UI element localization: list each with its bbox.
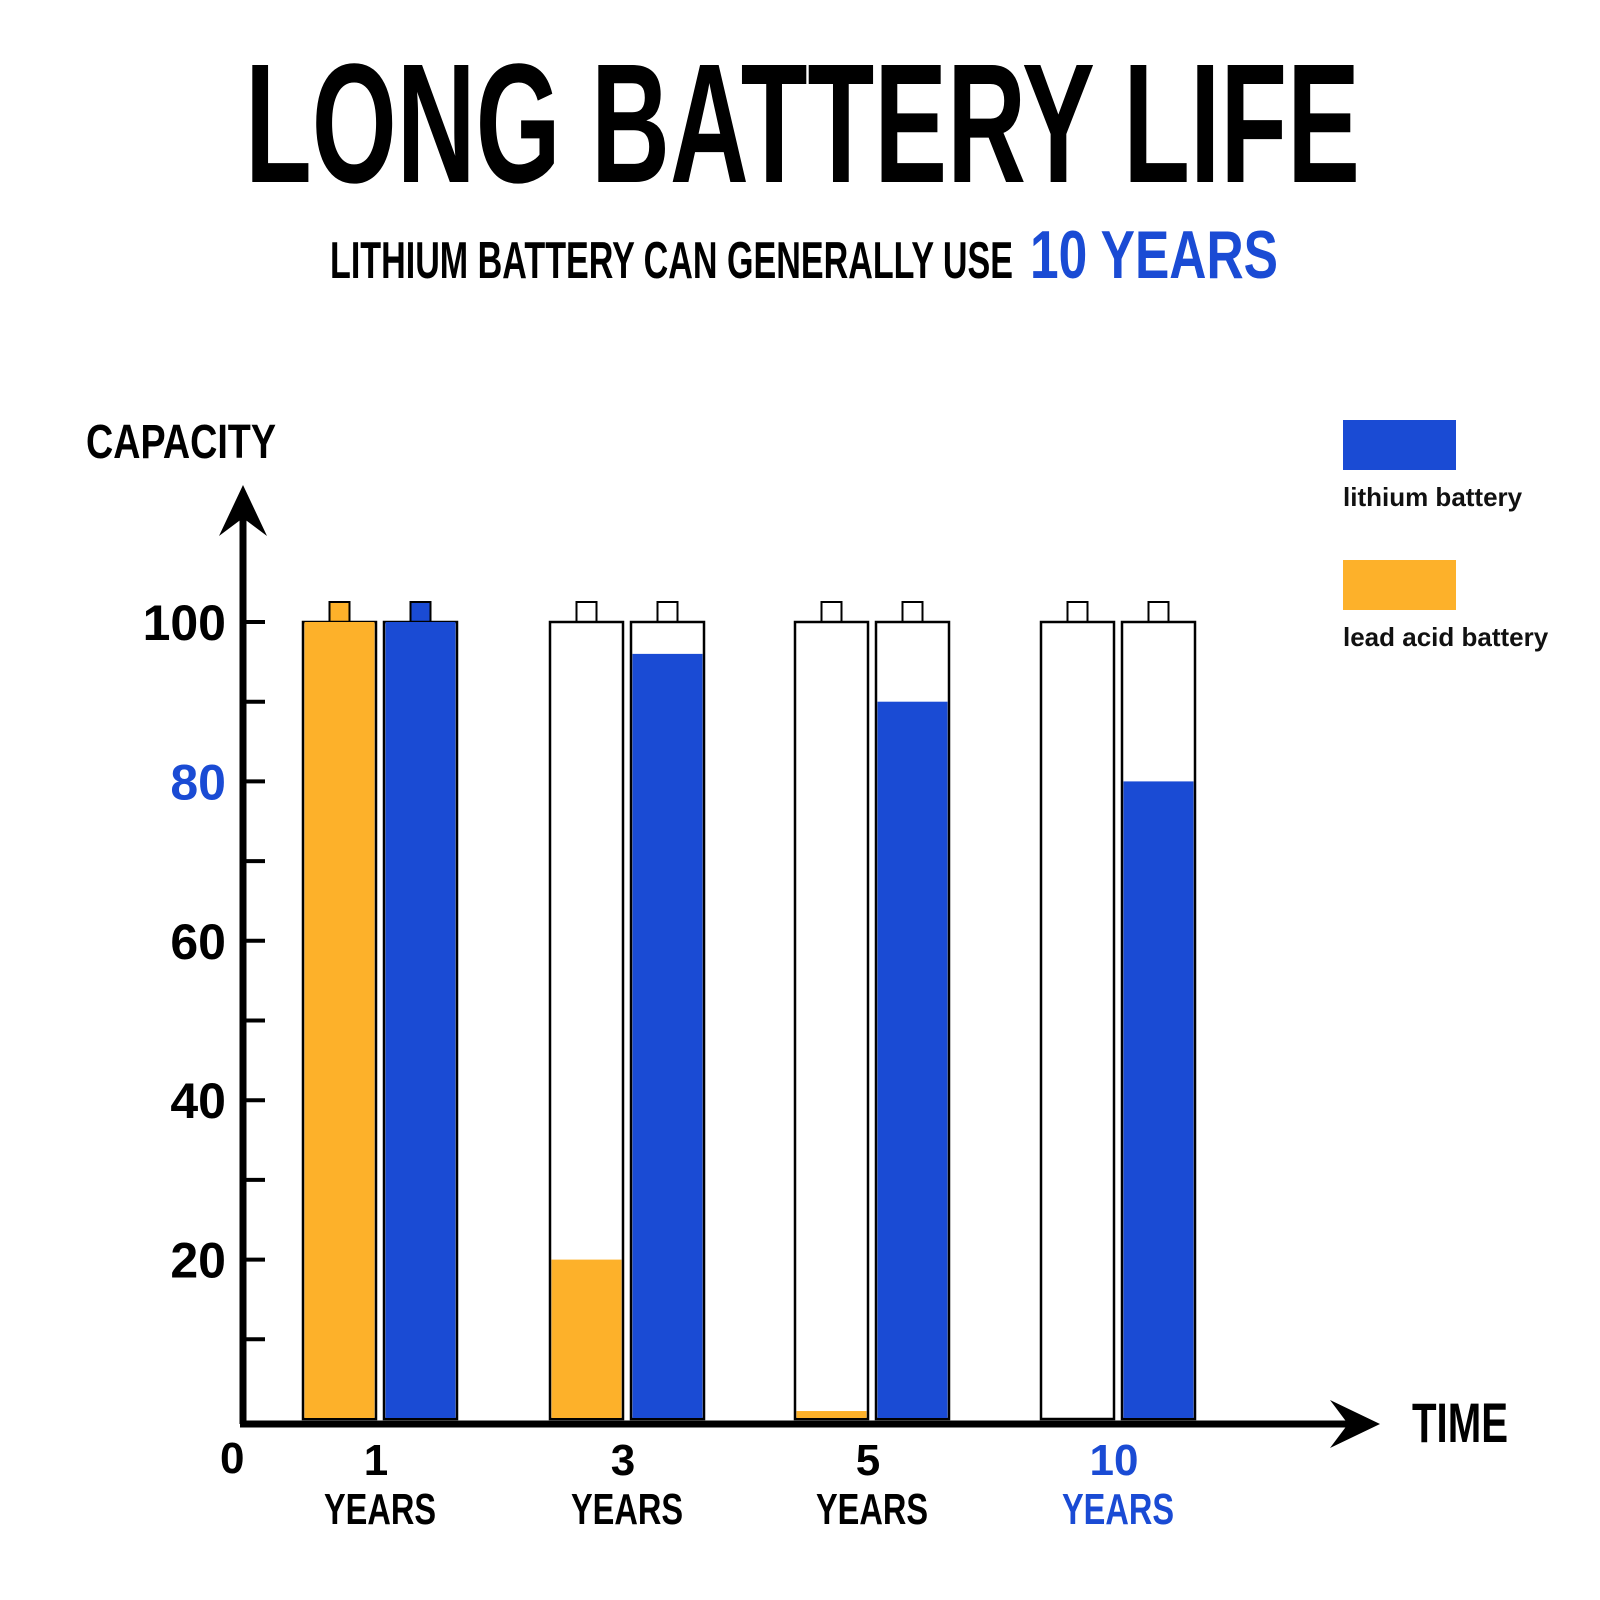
battery-bar: [1120, 601, 1197, 1421]
y-tick-label: 40: [170, 1073, 226, 1129]
y-tick-label: 20: [170, 1233, 226, 1289]
x-axis-arrow-icon: [1330, 1400, 1380, 1448]
bar-fill: [1123, 781, 1194, 1418]
x-axis-label: TIME: [1412, 1391, 1508, 1454]
y-axis-arrow-icon: [219, 485, 267, 536]
bar-fill: [551, 1259, 622, 1418]
axes: [219, 485, 1380, 1448]
x-tick-unit: YEARS: [1062, 1485, 1174, 1534]
battery-bar: [382, 601, 459, 1421]
legend: lithium battery lead acid battery: [1343, 420, 1549, 652]
origin-label: 0: [220, 1434, 244, 1483]
subtitle-text: LITHIUM BATTERY CAN GENERALLY USE: [330, 232, 1013, 290]
battery-outline: [793, 620, 870, 1421]
x-tick-number: 1: [364, 1436, 388, 1485]
bar-fill: [877, 701, 948, 1418]
battery-bar: [793, 601, 870, 1421]
legend-swatch: [1343, 420, 1456, 470]
battery-bar: [629, 601, 706, 1421]
legend-swatch: [1343, 560, 1456, 610]
x-tick-number: 5: [856, 1436, 880, 1485]
bar-fill: [632, 653, 703, 1418]
legend-label: lead acid battery: [1343, 622, 1549, 652]
legend-label: lithium battery: [1343, 482, 1523, 512]
battery-terminal: [1147, 601, 1170, 623]
y-tick-label: 100: [143, 595, 226, 651]
battery-bar: [874, 601, 951, 1421]
y-tick-label: 60: [170, 914, 226, 970]
battery-terminal: [575, 601, 598, 623]
battery-terminal: [409, 601, 432, 623]
battery-terminal: [1066, 601, 1089, 623]
x-tick-number: 10: [1090, 1436, 1139, 1485]
battery-terminal: [901, 601, 924, 623]
x-tick-unit: YEARS: [324, 1485, 436, 1534]
y-tick-label: 80: [170, 754, 226, 810]
x-tick-unit: YEARS: [816, 1485, 928, 1534]
bar-fill: [385, 622, 456, 1418]
bar-fill: [796, 1411, 867, 1418]
battery-outline: [1039, 620, 1116, 1421]
y-axis-label: CAPACITY: [86, 416, 276, 469]
chart-subtitle: LITHIUM BATTERY CAN GENERALLY USE 10 YEA…: [330, 217, 1278, 293]
subtitle-highlight: 10 YEARS: [1030, 217, 1278, 293]
chart-title: LONG BATTERY LIFE: [245, 29, 1360, 219]
battery-bar: [1039, 601, 1116, 1421]
bar-fill: [304, 622, 375, 1418]
battery-terminal: [328, 601, 351, 623]
battery-terminal: [820, 601, 843, 623]
battery-bar: [548, 601, 625, 1421]
battery-bar: [301, 601, 378, 1421]
battery-terminal: [656, 601, 679, 623]
x-tick-number: 3: [611, 1436, 635, 1485]
x-tick-unit: YEARS: [571, 1485, 683, 1534]
